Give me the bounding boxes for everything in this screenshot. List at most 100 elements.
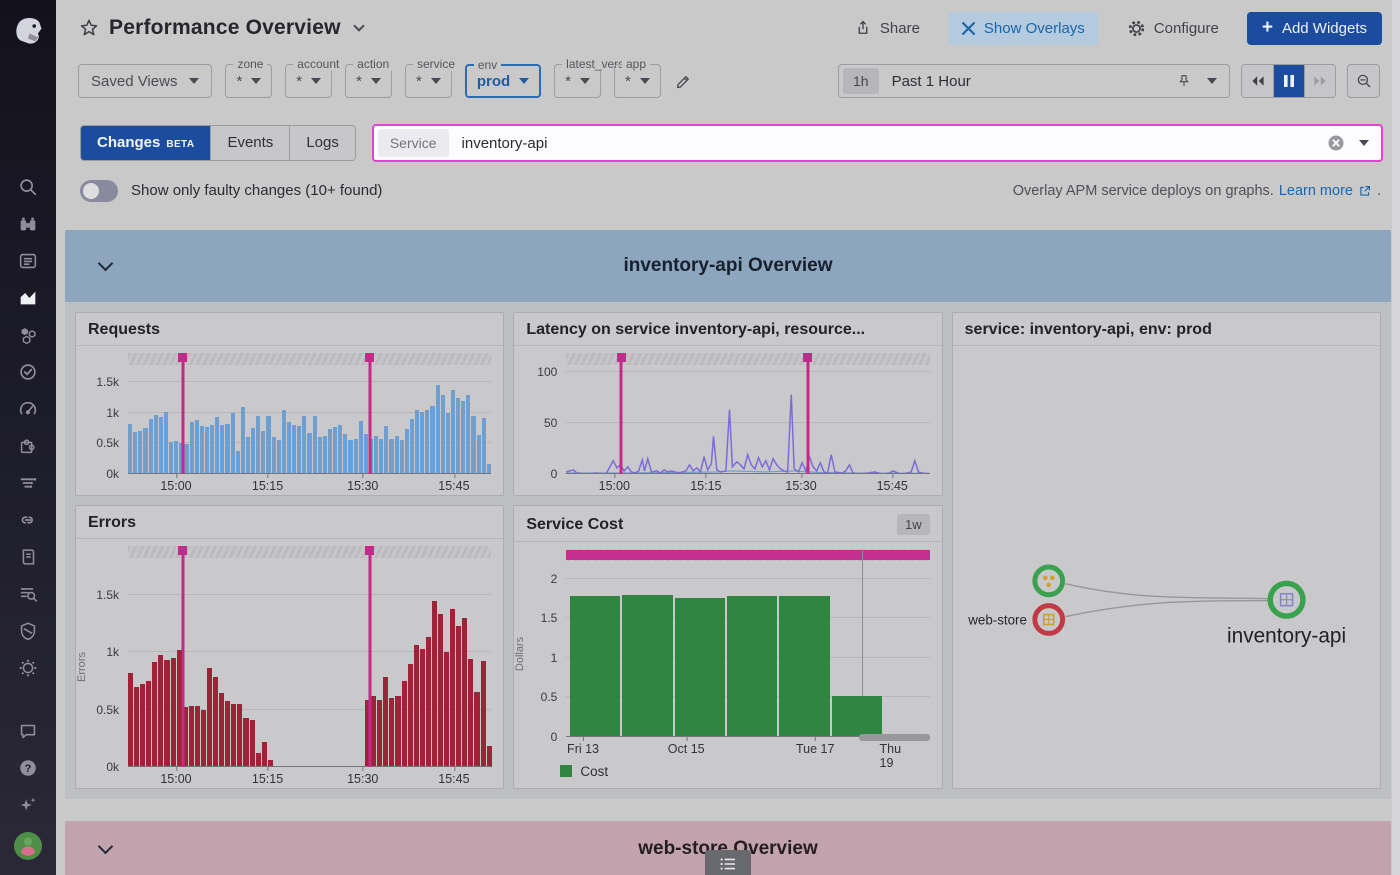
show-overlays-button[interactable]: Show Overlays <box>948 12 1099 45</box>
chevron-down-icon[interactable] <box>1207 78 1217 84</box>
bar <box>415 410 419 474</box>
user-avatar[interactable] <box>6 827 50 864</box>
edit-template-vars-button[interactable] <box>674 64 693 98</box>
clear-filter-button[interactable] <box>1326 133 1346 153</box>
backward-button[interactable] <box>1242 65 1273 97</box>
template-var-env[interactable]: env prod <box>465 64 541 98</box>
bar <box>408 664 413 768</box>
dashboards-icon-active[interactable] <box>6 279 50 316</box>
tab-changes[interactable]: Changes BETA <box>81 126 210 160</box>
learn-more-link[interactable]: Learn more <box>1279 183 1353 199</box>
search-icon[interactable] <box>6 168 50 205</box>
x-tick-label: Thu 19 <box>880 742 913 770</box>
template-var-service[interactable]: service * <box>405 64 452 98</box>
deploy-event-marker[interactable] <box>806 353 809 474</box>
title-dropdown-chevron-icon[interactable] <box>353 20 364 31</box>
x-tick-label: 15:30 <box>347 772 378 786</box>
favorite-star-icon[interactable] <box>78 17 100 39</box>
plot-area[interactable]: 00.511.52 <box>566 563 929 737</box>
bar <box>438 614 443 767</box>
share-icon <box>854 19 872 37</box>
template-var-latest-versions[interactable]: latest_versions * <box>554 64 601 98</box>
plot-area[interactable]: 0k0.5k1k1.5k <box>128 560 491 767</box>
bar <box>292 425 296 474</box>
chevron-down-icon <box>519 78 529 84</box>
plot-area[interactable]: 0k0.5k1k1.5k <box>128 367 491 474</box>
bar <box>468 659 473 767</box>
sparkles-icon[interactable] <box>6 786 50 823</box>
bar <box>432 601 437 767</box>
service-filter-input[interactable]: Service inventory-api <box>372 124 1383 162</box>
faulty-changes-toggle[interactable] <box>80 180 118 202</box>
zoom-out-button[interactable] <box>1347 64 1380 98</box>
bar <box>384 426 388 474</box>
add-widgets-button[interactable]: + Add Widgets <box>1247 12 1382 45</box>
section-header-inventory-api[interactable]: inventory-api Overview <box>65 230 1391 302</box>
map-label-inventory-api: inventory-api <box>1227 624 1346 647</box>
pause-button[interactable] <box>1273 65 1304 97</box>
scroll-chip[interactable] <box>859 734 930 741</box>
bar <box>201 710 206 768</box>
bar <box>487 746 492 767</box>
y-tick-label: 0 <box>551 730 558 744</box>
datadog-logo-icon[interactable] <box>11 8 45 52</box>
deploy-event-marker[interactable] <box>181 546 184 767</box>
deploy-event-marker[interactable] <box>368 546 371 767</box>
notebooks-icon[interactable] <box>6 538 50 575</box>
errors-chart: Errors 0k0.5k1k1.5k 15:0015:1515:3015:45 <box>128 546 491 788</box>
deploy-event-marker[interactable] <box>620 353 623 474</box>
map-node-web-store[interactable] <box>1035 606 1063 634</box>
bar <box>456 398 460 474</box>
configure-button[interactable]: Configure <box>1127 19 1219 38</box>
bar <box>307 433 311 474</box>
y-tick-label: 0.5k <box>96 703 119 717</box>
event-timeline-strip <box>566 549 929 561</box>
synthetics-globe-icon[interactable] <box>6 649 50 686</box>
forward-button[interactable] <box>1304 65 1335 97</box>
watchdog-binoculars-icon[interactable] <box>6 205 50 242</box>
table-of-contents-button[interactable] <box>705 850 751 875</box>
bar <box>383 677 388 767</box>
x-tick-label: 15:45 <box>438 772 469 786</box>
filter-bar: Saved Views zone * account * action * se… <box>78 62 1380 98</box>
map-node-web-store-alt[interactable] <box>1035 567 1063 595</box>
bar <box>461 401 465 474</box>
deploy-event-marker[interactable] <box>181 353 184 474</box>
plot-area[interactable]: 050100 <box>566 367 929 474</box>
template-var-account[interactable]: account * <box>285 64 332 98</box>
saved-views-dropdown[interactable]: Saved Views <box>78 64 212 98</box>
bar <box>323 436 327 474</box>
event-list-icon[interactable] <box>6 242 50 279</box>
time-range-picker[interactable]: 1h Past 1 Hour <box>838 64 1230 98</box>
collapse-chevron-icon[interactable] <box>98 256 114 272</box>
template-var-action[interactable]: action * <box>345 64 392 98</box>
security-shield-icon[interactable] <box>6 612 50 649</box>
page-scrollbar[interactable] <box>1392 0 1400 875</box>
template-var-zone[interactable]: zone * <box>225 64 272 98</box>
help-icon[interactable]: ? <box>6 749 50 786</box>
processes-hexagons-icon[interactable] <box>6 316 50 353</box>
bar <box>414 645 419 767</box>
map-node-inventory-api[interactable] <box>1270 583 1303 616</box>
bar <box>237 704 242 767</box>
apm-traces-icon[interactable] <box>6 464 50 501</box>
collapse-chevron-icon[interactable] <box>98 839 114 855</box>
log-search-icon[interactable] <box>6 575 50 612</box>
pin-icon[interactable] <box>1176 73 1192 89</box>
share-button[interactable]: Share <box>854 19 920 37</box>
metrics-gauge-icon[interactable] <box>6 390 50 427</box>
page-title: Performance Overview <box>109 16 341 40</box>
template-var-app[interactable]: app * <box>614 64 661 98</box>
service-connections-icon[interactable] <box>6 501 50 538</box>
tab-logs[interactable]: Logs <box>289 126 355 160</box>
section-web-store: web-store Overview <box>65 821 1391 875</box>
chevron-down-icon <box>189 78 199 84</box>
tab-events[interactable]: Events <box>210 126 289 160</box>
integrations-puzzle-icon[interactable] <box>6 427 50 464</box>
monitors-check-icon[interactable] <box>6 353 50 390</box>
chevron-down-icon[interactable] <box>1359 140 1369 146</box>
service-filter-value: inventory-api <box>462 135 1313 152</box>
chat-feedback-icon[interactable] <box>6 712 50 749</box>
service-map[interactable]: web-store inventory-api <box>953 346 1380 788</box>
deploy-event-marker[interactable] <box>368 353 371 474</box>
